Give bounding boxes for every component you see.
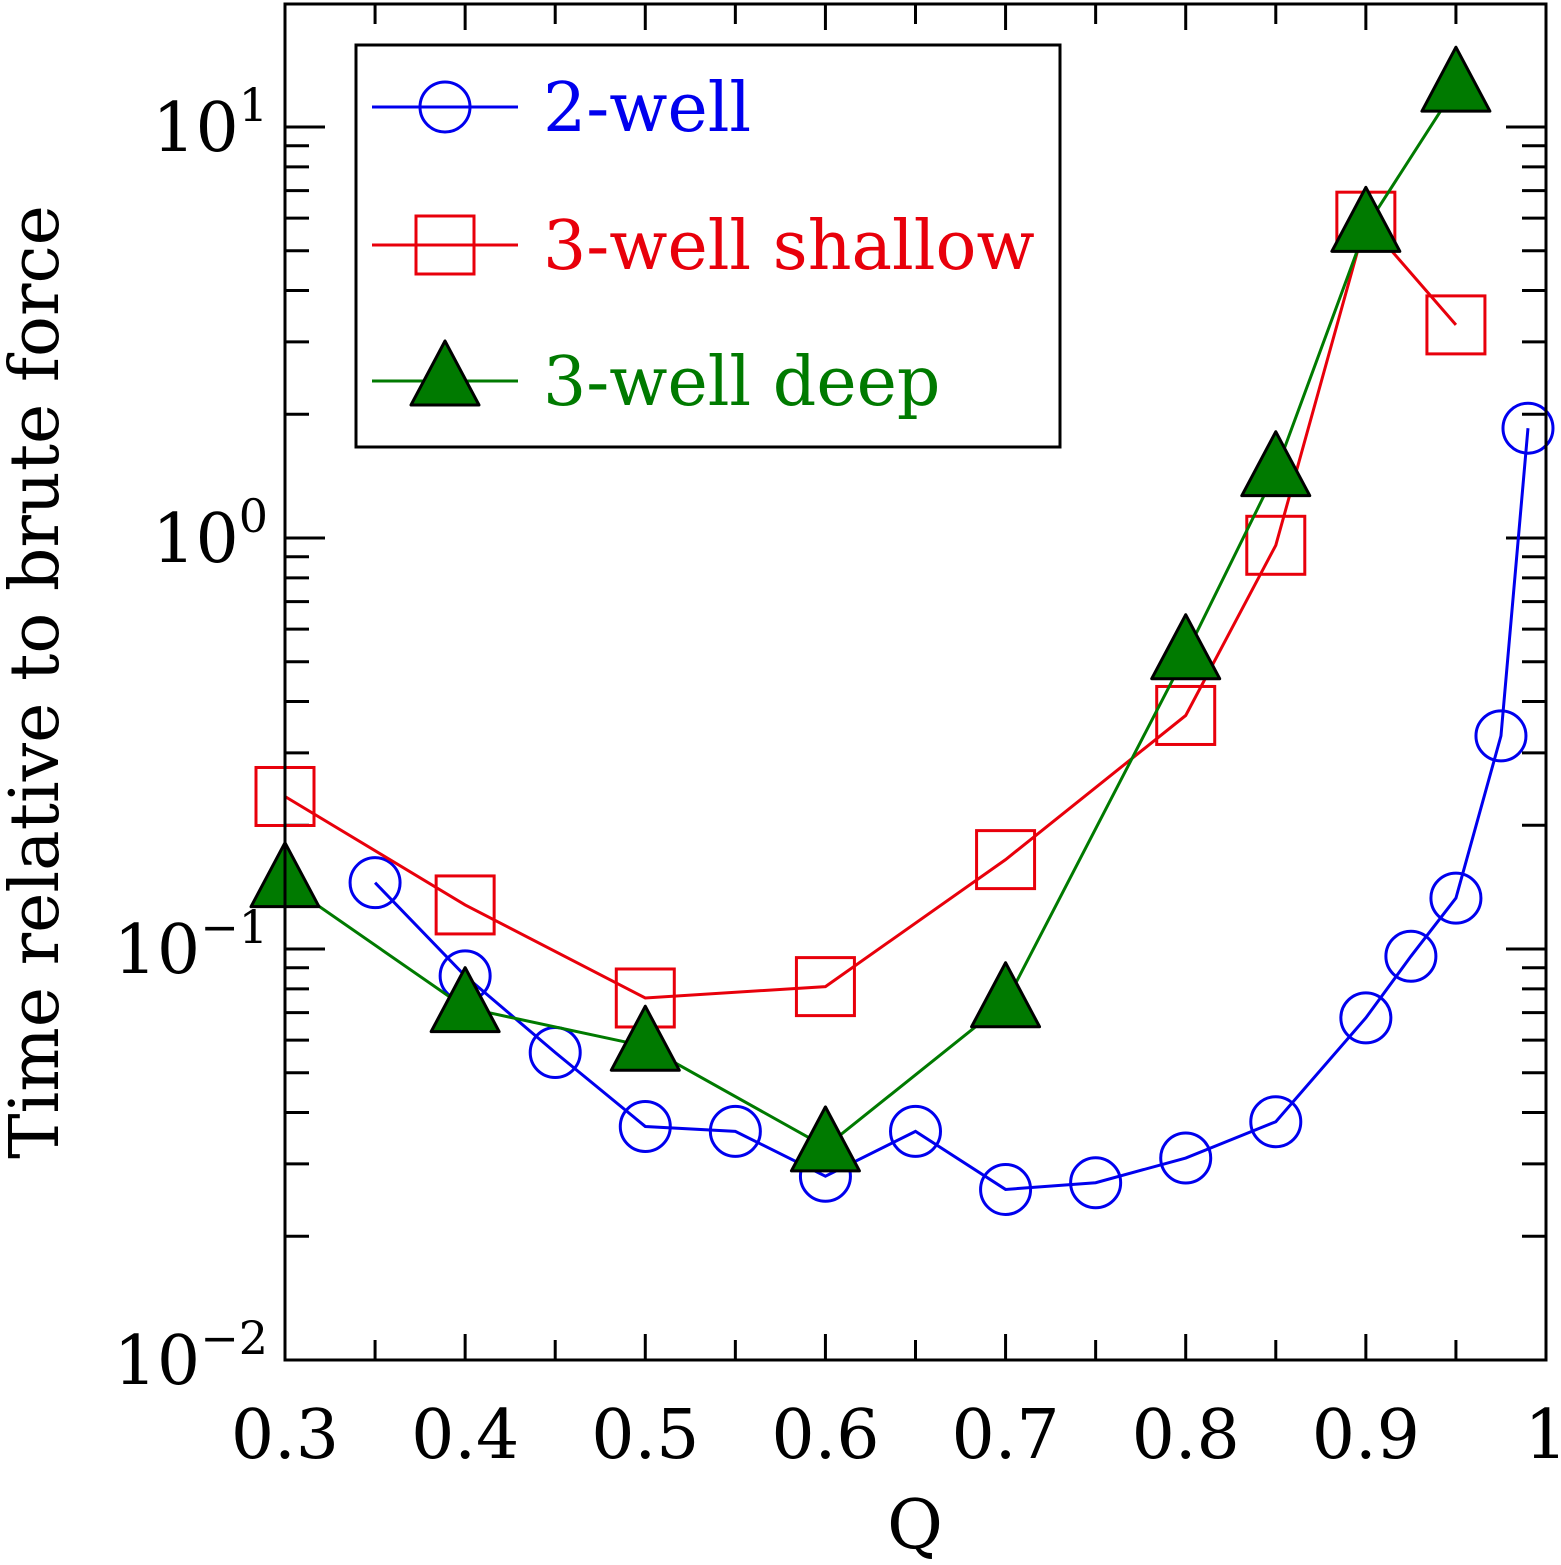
data-point (970, 961, 1042, 1029)
data-point (1425, 294, 1487, 356)
y-tick-label: 10−2 (114, 1311, 268, 1401)
y-axis-label: Time relative to brute force (0, 205, 75, 1159)
y-tick-label: 100 (152, 489, 268, 579)
legend-marker (414, 214, 476, 276)
data-point (1069, 1156, 1123, 1210)
x-tick-label: 0.3 (231, 1396, 339, 1475)
data-point (429, 966, 501, 1034)
x-tick-label: 0.4 (411, 1396, 519, 1475)
data-point (1339, 991, 1393, 1045)
data-point (979, 1162, 1033, 1216)
data-point (1245, 514, 1307, 576)
x-tick-label: 0.6 (771, 1396, 879, 1475)
series-line (373, 428, 1530, 1191)
data-point (609, 1004, 681, 1072)
plot-frame (283, 2, 1548, 1362)
data-point (1501, 401, 1555, 455)
tick-labels: 0.3 0.4 0.5 0.6 0.7 0.8 0.9 1 10−2 10−1 100 101 (114, 78, 1561, 1475)
data-point (1159, 1131, 1213, 1185)
data-point (794, 956, 856, 1018)
data-point (1474, 709, 1528, 763)
data-point (618, 1099, 672, 1153)
x-axis-label: Q (887, 1486, 943, 1565)
legend: 2-well 3-well shallow 3-well deep (354, 43, 1062, 449)
data-point (975, 829, 1037, 891)
data-point (434, 874, 496, 936)
series-line (284, 218, 1458, 1000)
x-tick-label: 0.9 (1312, 1396, 1420, 1475)
data-point (348, 856, 402, 910)
data-point (1249, 1095, 1303, 1149)
series-layer (249, 45, 1555, 1216)
data-point (1150, 613, 1222, 681)
data-point (1420, 45, 1492, 113)
data-point (789, 1105, 861, 1173)
x-tick-label: 0.8 (1132, 1396, 1240, 1475)
y-tick-label: 101 (152, 78, 268, 168)
data-point (708, 1104, 762, 1158)
legend-marker (418, 80, 472, 134)
legend-entry: 2-well (543, 69, 751, 148)
legend-marker (409, 339, 481, 407)
ticks-layer (283, 4, 1548, 1362)
data-point (1330, 185, 1402, 253)
x-tick-label: 0.7 (951, 1396, 1059, 1475)
data-point (1240, 430, 1312, 498)
x-tick-label: 0.5 (591, 1396, 699, 1475)
legend-entry: 3-well deep (543, 343, 940, 422)
y-tick-label: 10−1 (114, 900, 268, 990)
data-point (889, 1104, 942, 1158)
legend-entry: 3-well shallow (543, 207, 1035, 286)
series-0 (348, 401, 1555, 1216)
data-point (1384, 929, 1438, 983)
x-tick-label: 1 (1524, 1396, 1561, 1475)
data-point (1155, 684, 1217, 746)
data-point (1429, 871, 1483, 925)
